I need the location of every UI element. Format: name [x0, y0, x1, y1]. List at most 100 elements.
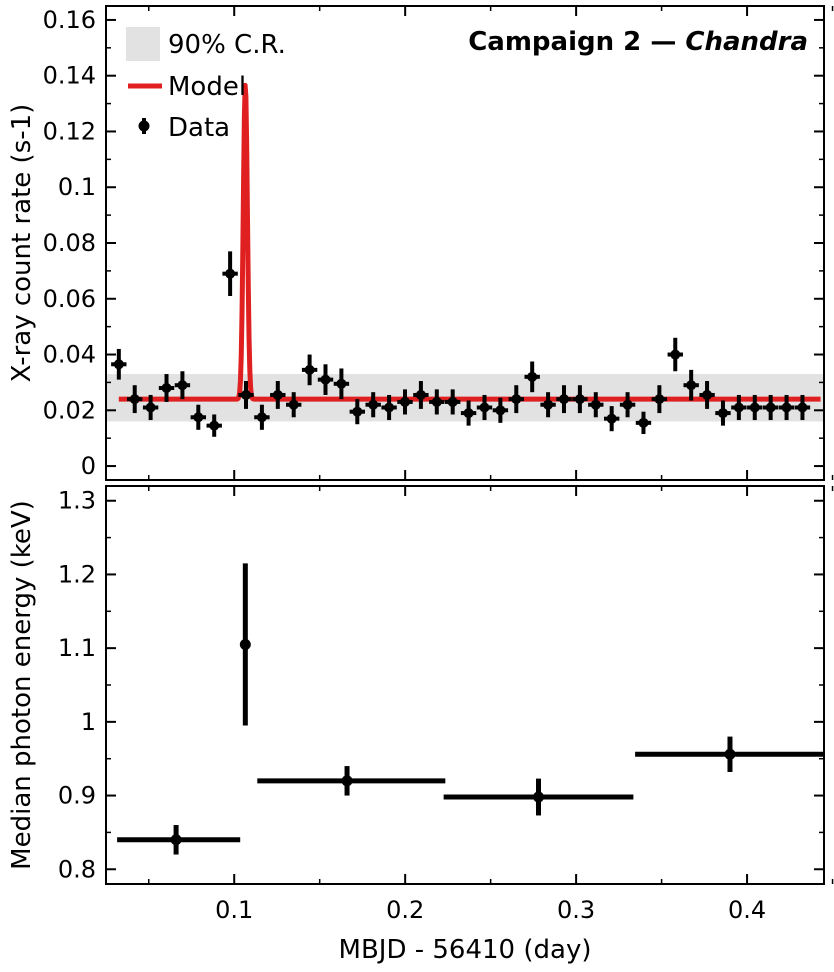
- data-marker: [304, 364, 315, 375]
- data-marker: [193, 412, 204, 423]
- top-y-tick-label: 0.1: [58, 173, 96, 201]
- data-point: [381, 394, 397, 421]
- x-tick-label: 0.3: [557, 896, 595, 924]
- data-point: [603, 406, 620, 432]
- data-marker: [129, 394, 140, 405]
- data-point: [619, 392, 636, 418]
- data-point: [588, 392, 604, 418]
- data-marker: [241, 389, 252, 400]
- data-point: [794, 394, 811, 421]
- top-plot-frame: [105, 5, 825, 481]
- top-y-tick-label: 0: [81, 452, 96, 480]
- data-marker: [686, 380, 697, 391]
- data-marker: [702, 389, 713, 400]
- data-point: [635, 411, 652, 434]
- data-marker: [733, 402, 744, 413]
- data-marker: [399, 396, 410, 407]
- data-marker: [558, 394, 569, 405]
- model-curve: [117, 82, 823, 402]
- bottom-y-axis-title: Median photon energy (keV): [7, 500, 37, 870]
- data-point: [429, 389, 445, 415]
- data-marker: [574, 394, 585, 405]
- data-point: [222, 251, 238, 296]
- data-point: [349, 399, 365, 425]
- data-marker: [368, 399, 379, 410]
- data-point: [238, 381, 254, 409]
- bottom-y-tick-label: 1.3: [58, 487, 96, 515]
- data-point: [476, 394, 493, 421]
- x-tick-label: 0.4: [728, 896, 766, 924]
- top-y-tick-label: 0.14: [43, 62, 96, 90]
- data-point: [206, 414, 222, 437]
- data-marker: [495, 405, 506, 416]
- data-point: [556, 385, 572, 414]
- data-marker: [209, 420, 220, 431]
- data-point: [540, 392, 556, 418]
- data-marker: [511, 394, 522, 405]
- data-point: [301, 354, 318, 386]
- data-marker: [781, 402, 792, 413]
- data-marker: [113, 359, 124, 370]
- x-tick-label: 0.1: [215, 896, 253, 924]
- energy-point: [117, 825, 241, 855]
- legend-label-model: Model: [168, 72, 246, 102]
- legend-band-swatch: [126, 27, 160, 61]
- data-point: [460, 400, 477, 426]
- chart-title-instrument: Chandra: [685, 27, 808, 57]
- data-point: [444, 389, 461, 415]
- photon-energy-panel: 0.8 0.9 1 1.1 1.2 1.3 0.1 0.2 0.3 0.4 Median phot…: [7, 485, 834, 965]
- top-y-axis-title: X-ray count rate (s-1): [7, 104, 37, 383]
- data-marker: [797, 402, 808, 413]
- data-point: [762, 394, 779, 421]
- data-marker: [177, 380, 188, 391]
- data-point: [699, 381, 715, 409]
- data-marker: [320, 374, 331, 385]
- energy-marker: [724, 748, 736, 760]
- data-point: [254, 404, 270, 430]
- energy-point: [257, 766, 446, 796]
- data-marker: [543, 399, 554, 410]
- data-point: [492, 397, 509, 423]
- data-point: [508, 385, 524, 414]
- legend-label-cr: 90% C.R.: [168, 30, 286, 60]
- data-marker: [479, 402, 490, 413]
- bottom-y-tick-label: 1: [81, 708, 96, 736]
- data-point: [397, 389, 413, 415]
- data-point: [524, 361, 540, 393]
- data-marker: [336, 378, 347, 389]
- data-marker: [256, 412, 267, 423]
- data-marker: [431, 396, 442, 407]
- data-marker: [749, 402, 760, 413]
- bottom-plot-frame: [105, 485, 825, 885]
- data-point: [667, 337, 683, 372]
- legend: 90% C.R. Model Data: [126, 27, 286, 143]
- x-axis-title: MBJD - 56410 (day): [339, 935, 592, 965]
- data-point: [127, 385, 143, 414]
- data-marker: [590, 399, 601, 410]
- data-marker: [352, 406, 363, 417]
- data-marker: [415, 389, 426, 400]
- chart-title-main: Campaign 2 —: [468, 27, 685, 57]
- bottom-y-tick-label: 0.8: [58, 855, 96, 883]
- top-y-tick-label: 0.04: [43, 341, 96, 369]
- energy-point: [443, 778, 634, 816]
- energy-marker: [341, 775, 353, 787]
- x-tick-label: 0.2: [386, 896, 424, 924]
- data-point: [174, 371, 191, 400]
- data-point: [317, 364, 334, 395]
- data-marker: [606, 413, 617, 424]
- data-marker: [670, 349, 681, 360]
- count-rate-panel: 0 0.02 0.04 0.06 0.08 0.1 0.12 0.14 0.16 90% C.R…: [7, 5, 834, 481]
- data-marker: [145, 402, 156, 413]
- data-marker: [654, 394, 665, 405]
- data-point: [365, 392, 381, 418]
- data-point: [747, 394, 763, 421]
- bottom-y-tick-label: 1.2: [58, 560, 96, 588]
- data-point: [111, 348, 127, 380]
- data-point: [572, 385, 588, 414]
- data-point: [683, 369, 699, 401]
- data-point: [270, 381, 286, 409]
- energy-point: [635, 736, 825, 772]
- chart-title: Campaign 2 — Chandra: [468, 27, 808, 57]
